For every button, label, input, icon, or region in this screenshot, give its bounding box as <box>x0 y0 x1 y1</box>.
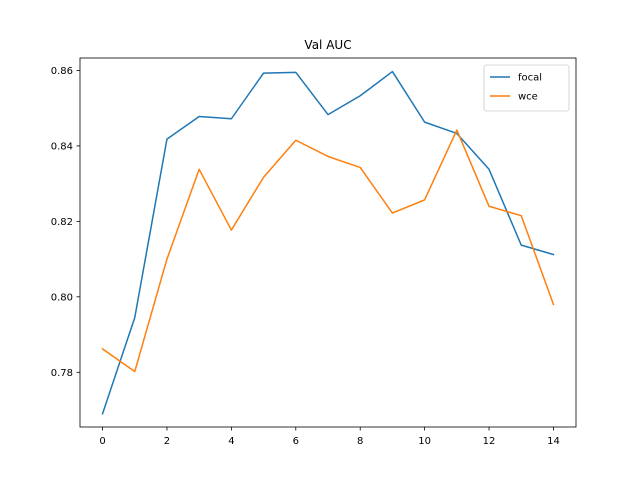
y-tick-label: 0.86 <box>51 66 73 77</box>
x-tick-label: 8 <box>357 436 363 447</box>
chart-title: Val AUC <box>304 38 351 52</box>
series-line-wce <box>101 129 555 373</box>
x-tick-label: 4 <box>228 436 234 447</box>
y-tick-label: 0.84 <box>51 141 73 152</box>
x-tick-label: 6 <box>293 436 299 447</box>
series-line-focal <box>101 70 555 415</box>
axes-layer: 0 2 4 6 8 10 12 14 0.78 0.80 0.82 0.84 0.86 <box>51 57 577 447</box>
y-tick-label: 0.78 <box>51 368 73 379</box>
legend-label-wce: wce <box>518 92 538 103</box>
legend-label-focal: focal <box>518 73 542 84</box>
plot-frame <box>79 57 577 428</box>
series-layer <box>101 70 555 415</box>
x-tick-label: 14 <box>547 436 560 447</box>
legend: focal wce <box>483 64 570 112</box>
y-tick-label: 0.80 <box>51 292 73 303</box>
x-tick-label: 2 <box>164 436 170 447</box>
y-tick-label: 0.82 <box>51 217 73 228</box>
x-tick-label: 12 <box>483 436 496 447</box>
x-tick-label: 10 <box>418 436 431 447</box>
x-tick-label: 0 <box>99 436 105 447</box>
